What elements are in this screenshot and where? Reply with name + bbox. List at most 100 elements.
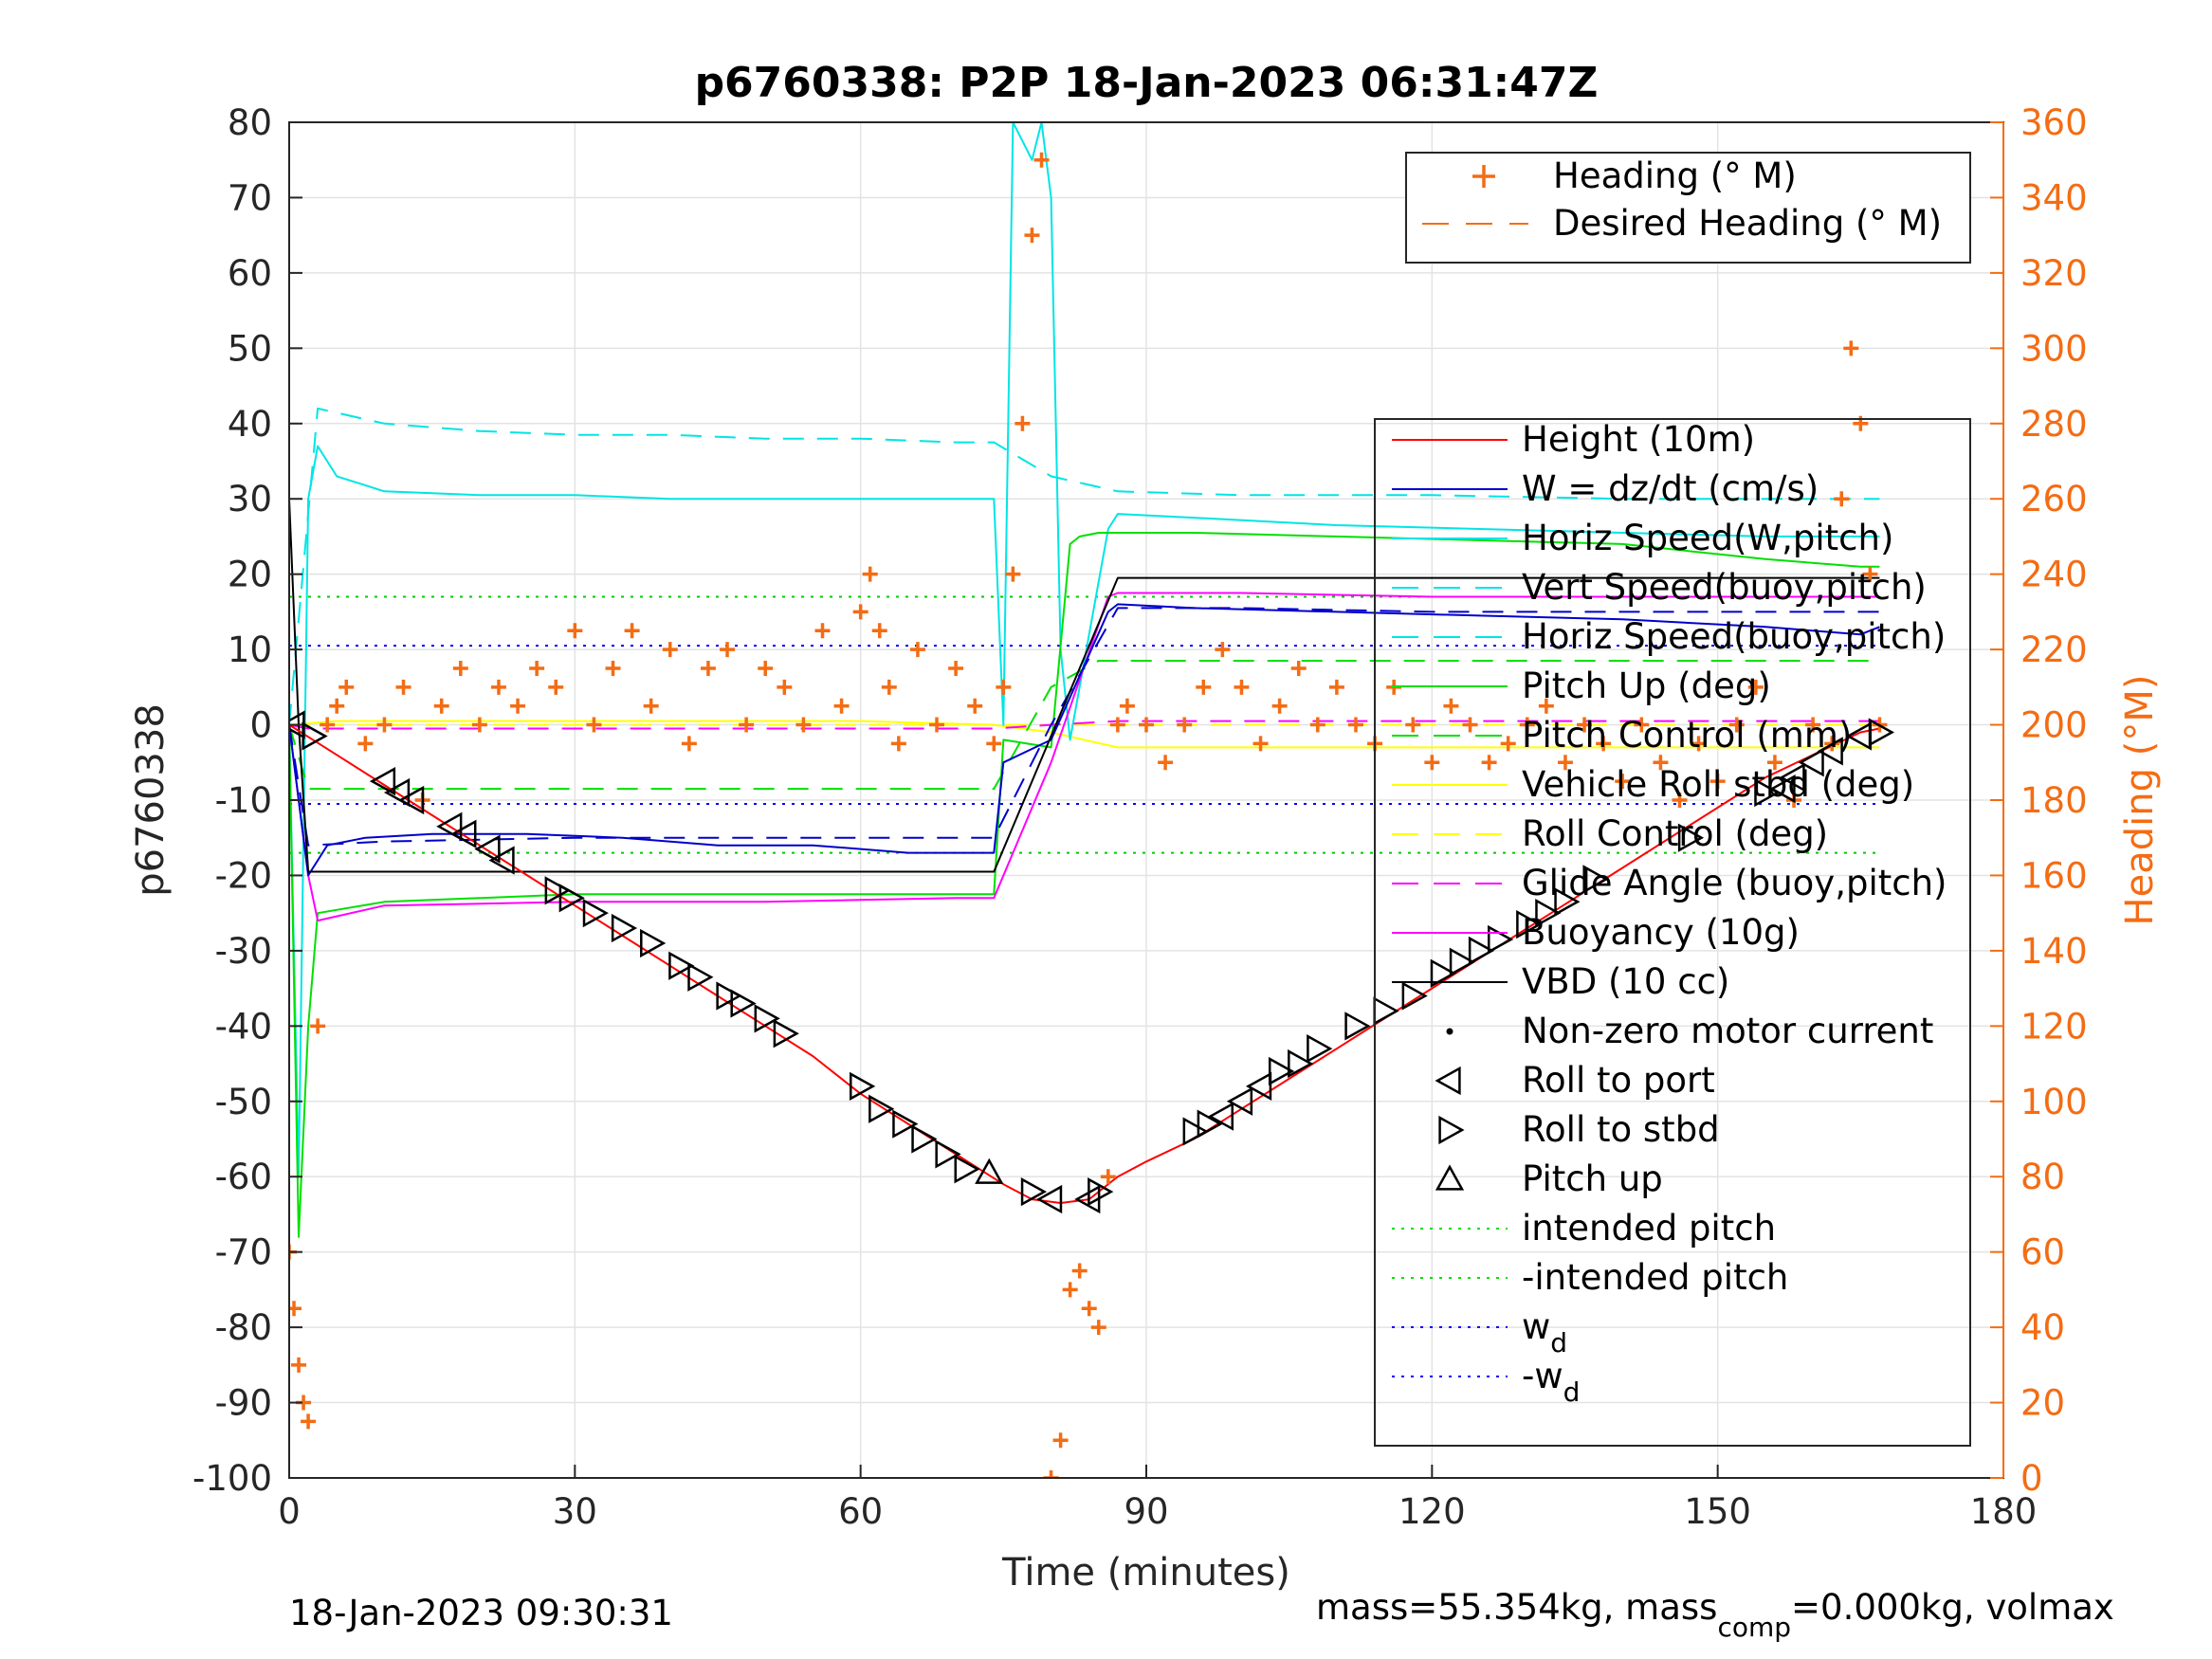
marker-layer (289, 710, 1894, 1214)
heading-point (862, 566, 878, 582)
heading-point (548, 679, 564, 695)
y-tick-label: 30 (228, 479, 272, 520)
heading-point (1481, 755, 1497, 771)
heading-point (948, 660, 964, 676)
heading-point (1653, 755, 1669, 771)
heading-point (1577, 717, 1593, 733)
legend-icon-roll-to-port (1435, 1066, 1461, 1096)
heading-point (1328, 679, 1344, 695)
y2-tick-label: 120 (2020, 1006, 2088, 1047)
heading-legend-plus-icon (1472, 165, 1495, 188)
roll-to-port-marker (1798, 748, 1824, 777)
legend-label-vbd-10-cc: VBD (10 cc) (1522, 961, 1729, 1002)
heading-point (929, 717, 945, 733)
y-tick-label: 20 (228, 555, 272, 595)
legend-label-pitch-up: Pitch up (1522, 1158, 1663, 1199)
heading-point (881, 679, 897, 695)
legend-label-horiz-speed-buoy-pitch: Horiz Speed(buoy,pitch) (1522, 616, 1946, 657)
roll-to-stbd-marker (1754, 777, 1781, 808)
roll-to-stbd-marker (1344, 1012, 1371, 1041)
y2-tick-label: 340 (2020, 177, 2088, 218)
y2-tick-label: 260 (2020, 479, 2088, 520)
roll-to-port-marker (1769, 774, 1796, 804)
legend-label-main: W = dz/dt (cm/s) (1522, 468, 1819, 509)
roll-to-stbd-marker (1554, 887, 1581, 917)
y2-tick-label: 20 (2020, 1383, 2065, 1424)
heading-point (814, 623, 831, 639)
heading-point (795, 717, 812, 733)
roll-to-stbd-marker (1868, 718, 1894, 747)
x-tick-label: 180 (1970, 1491, 2038, 1532)
heading-point (1252, 736, 1269, 752)
y-tick-label: -40 (215, 1006, 272, 1047)
roll-to-stbd-marker (868, 1094, 895, 1123)
heading-point (1557, 755, 1573, 771)
roll-to-stbd-marker (558, 884, 585, 913)
heading-point (1090, 1320, 1106, 1336)
y-axis-label: p6760338 (129, 703, 173, 897)
heading-point (1100, 1169, 1116, 1185)
heading-point (890, 736, 906, 752)
x-tick-label: 150 (1684, 1491, 1751, 1532)
heading-point (700, 660, 716, 676)
y-tick-label: 50 (228, 328, 272, 369)
legend-label-wd: wd (1522, 1306, 1567, 1358)
roll-to-port-marker (1779, 763, 1805, 793)
heading-point (376, 717, 393, 733)
series-vert-speed-buoy-pitch (289, 407, 1880, 725)
footer-mass-prefix: mass=55.354kg, mass (1316, 1587, 1717, 1628)
roll-to-stbd-marker (1197, 1109, 1223, 1139)
y-tick-label: 60 (228, 253, 272, 294)
legend-label-roll-to-port: Roll to port (1522, 1060, 1715, 1101)
y-tick-label: 10 (228, 629, 272, 670)
heading-point (1033, 152, 1050, 168)
y2-tick-label: 280 (2020, 404, 2088, 445)
heading-point (291, 1357, 307, 1373)
heading-point (395, 679, 411, 695)
legend-label-height-10m: Height (10m) (1522, 419, 1755, 460)
heading-point (1443, 698, 1459, 714)
heading-point (1309, 717, 1325, 733)
heading-point (586, 717, 602, 733)
heading-point (1462, 717, 1478, 733)
y2-axis-label: Heading (°M) (2118, 675, 2162, 926)
roll-to-stbd-marker (911, 1124, 938, 1154)
x-tick-label: 0 (278, 1491, 301, 1532)
heading-point (720, 642, 736, 658)
legend-label-main: Pitch up (1522, 1158, 1663, 1199)
legend-label-main: w (1522, 1306, 1550, 1347)
roll-to-stbd-marker (1307, 1034, 1333, 1064)
legend-label-main: Buoyancy (10g) (1522, 912, 1800, 953)
heading-point (1215, 642, 1231, 658)
roll-to-stbd-marker (1468, 936, 1495, 966)
roll-to-stbd-marker (1430, 958, 1456, 988)
heading-point (1109, 717, 1125, 733)
heading-point (1024, 228, 1040, 244)
legend-label-pitch-up-deg: Pitch Up (deg) (1522, 665, 1771, 706)
roll-to-stbd-marker (850, 1071, 876, 1102)
series-horiz-speed-buoy-pitch (289, 607, 1880, 847)
heading-point (1766, 755, 1782, 771)
chart-title: p6760338: P2P 18-Jan-2023 06:31:47Z (695, 59, 1599, 107)
roll-to-stbd-marker (730, 989, 757, 1018)
heading-point (1709, 774, 1726, 790)
heading-point (833, 698, 850, 714)
y-tick-label: -50 (215, 1082, 272, 1122)
legend-label-glide-angle-buoy-pitch: Glide Angle (buoy,pitch) (1522, 863, 1947, 903)
series-buoyancy-10g (289, 592, 1880, 922)
legend-label-main: Vehicle Roll stbd (deg) (1522, 764, 1914, 805)
roll-to-stbd-marker (668, 951, 695, 980)
roll-to-stbd-marker (892, 1109, 919, 1139)
heading-point (433, 698, 449, 714)
y2-tick-label: 100 (2020, 1082, 2088, 1122)
y2-tick-label: 240 (2020, 555, 2088, 595)
heading-point (1043, 1470, 1059, 1478)
heading-point (1728, 717, 1745, 733)
legend-label-main: -w (1522, 1356, 1563, 1396)
heading-point (871, 623, 887, 639)
y2-tick-label: 180 (2020, 780, 2088, 821)
series-horiz-speed-w-pitch (289, 122, 1880, 1178)
heading-point (777, 679, 793, 695)
legend-label-vehicle-roll-stbd-deg: Vehicle Roll stbd (deg) (1522, 764, 1914, 805)
